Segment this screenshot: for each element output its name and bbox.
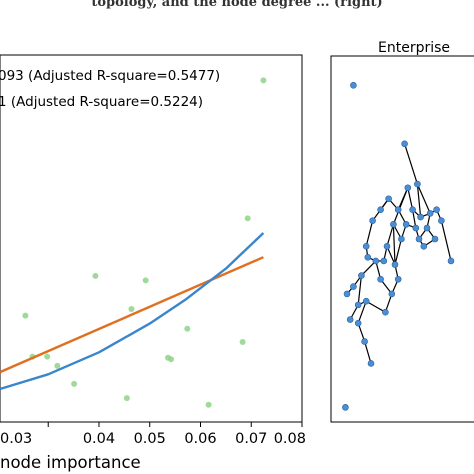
polynomial-fit-curve — [0, 232, 265, 391]
network-node-6 — [394, 206, 402, 214]
scatter-point-11 — [71, 380, 78, 387]
network-edge-47 — [392, 224, 396, 265]
network-node-20 — [383, 243, 391, 250]
network-panel: Enterprise — [330, 40, 474, 423]
network-title: Enterprise — [378, 40, 450, 56]
scatter-point-9 — [123, 395, 130, 402]
network-node-19 — [431, 235, 439, 243]
scatter-point-10 — [92, 272, 99, 279]
network-node-39 — [382, 308, 389, 316]
network-node-26 — [391, 261, 399, 268]
network-node-41 — [342, 404, 349, 411]
network-node-9 — [426, 210, 434, 217]
network-node-27 — [447, 257, 455, 265]
network-edge-31 — [440, 220, 452, 262]
network-node-28 — [350, 283, 357, 290]
network-node-1 — [401, 140, 408, 148]
network-node-17 — [398, 235, 405, 243]
network-edge-38 — [357, 301, 367, 324]
network-node-22 — [420, 243, 428, 250]
network-node-16 — [438, 217, 445, 224]
network-edge-49 — [416, 183, 431, 214]
x-axis-label: node importance — [0, 453, 141, 472]
scatter-point-0 — [260, 77, 267, 84]
network-node-24 — [372, 257, 380, 265]
scatter-point-3 — [205, 401, 212, 408]
network-node-23 — [364, 253, 372, 261]
scatter-point-2 — [239, 338, 246, 345]
network-node-18 — [415, 235, 423, 243]
network-edge-8 — [365, 220, 374, 247]
scatter-point-6 — [165, 354, 172, 361]
network-node-32 — [377, 275, 384, 283]
scatter-point-1 — [244, 215, 251, 222]
network-node-7 — [409, 206, 416, 214]
caption-fragment: topology, and the node degree ... (right… — [91, 0, 382, 10]
network-edge-35 — [357, 275, 362, 305]
network-edge-25 — [386, 246, 396, 265]
network-node-2 — [414, 180, 421, 188]
network-node-12 — [390, 221, 397, 228]
network-node-21 — [362, 243, 370, 250]
network-node-10 — [433, 206, 440, 214]
x-tick-label-4: 0.07 — [235, 431, 267, 447]
network-node-30 — [358, 272, 365, 279]
x-tick-label-1: 0.04 — [83, 431, 115, 447]
network-node-34 — [388, 290, 396, 298]
network-node-38 — [361, 338, 368, 345]
network-node-14 — [412, 224, 420, 232]
network-node-40 — [367, 360, 375, 367]
network-node-3 — [404, 184, 412, 192]
network-node-4 — [385, 195, 392, 203]
network-node-0 — [350, 81, 357, 89]
scatter-point-15 — [22, 312, 29, 319]
legend-entry-2: 1 (Adjusted R-square=0.5224) — [0, 94, 203, 110]
scatter-point-7 — [142, 277, 149, 284]
scatter-panel: 093 (Adjusted R-square=0.5477) 1 (Adjust… — [0, 54, 306, 472]
network-edge-3 — [407, 187, 414, 210]
network-edge-26 — [386, 224, 394, 247]
x-tick-label-0: 0.03 — [0, 431, 32, 447]
network-node-25 — [380, 257, 388, 265]
x-tick-label-2: 0.05 — [134, 431, 166, 447]
network-node-37 — [354, 319, 362, 327]
legend-entry-1: 093 (Adjusted R-square=0.5477) — [0, 68, 220, 84]
network-node-5 — [377, 206, 384, 214]
network-node-31 — [343, 290, 351, 298]
network-frame — [330, 55, 474, 423]
network-edge-24 — [394, 238, 402, 265]
scatter-point-8 — [128, 305, 135, 312]
scatter-point-12 — [54, 362, 61, 369]
network-node-29 — [354, 301, 362, 309]
linear-fit-line — [0, 256, 264, 374]
network-node-35 — [346, 316, 354, 323]
network-edge-1 — [416, 184, 422, 218]
x-tick-label-5: 0.08 — [274, 431, 306, 447]
network-node-15 — [423, 224, 431, 232]
network-node-11 — [369, 217, 376, 224]
scatter-point-13 — [44, 353, 51, 360]
scatter-point-4 — [184, 325, 191, 332]
network-edge-9 — [392, 187, 409, 225]
network-node-36 — [362, 297, 370, 305]
network-node-33 — [394, 275, 402, 283]
scatter-plot-frame — [0, 54, 303, 423]
network-edge-32 — [360, 260, 377, 277]
network-edge-45 — [365, 300, 386, 313]
network-node-8 — [417, 213, 424, 221]
network-edge-0 — [404, 143, 418, 185]
network-node-13 — [402, 221, 410, 228]
network-edge-40 — [364, 341, 372, 364]
x-tick-label-3: 0.06 — [184, 431, 216, 447]
